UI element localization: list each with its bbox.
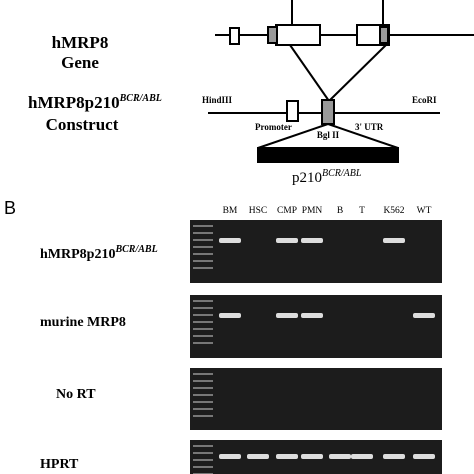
ladder-band: [193, 328, 213, 330]
lane-label: K562: [383, 206, 404, 216]
gene-diagram: [208, 0, 474, 163]
row-label: murine MRP8: [40, 315, 126, 330]
region-label: 3' UTR: [355, 122, 384, 132]
gel: [190, 368, 442, 430]
band: [301, 238, 323, 243]
row-label: hMRP8p210BCR/ABL: [40, 244, 158, 262]
gels: [190, 220, 442, 474]
ladder-band: [193, 342, 213, 344]
site-label: EcoRI: [412, 95, 437, 105]
panel-label: B: [4, 198, 16, 218]
ladder-band: [193, 260, 213, 262]
ladder-band: [193, 373, 213, 375]
row-label: No RT: [56, 387, 96, 402]
ladder-band: [193, 314, 213, 316]
band: [219, 454, 241, 459]
band: [219, 238, 241, 243]
ladder-band: [193, 225, 213, 227]
ladder-band: [193, 232, 213, 234]
gel: [190, 220, 442, 283]
ladder-band: [193, 408, 213, 410]
ladder-band: [193, 380, 213, 382]
site-label: Bgl II: [317, 130, 340, 140]
band: [383, 238, 405, 243]
construct-label: hMRP8p210BCR/ABL: [28, 93, 162, 112]
ladder-band: [193, 459, 213, 461]
construct-label: Construct: [46, 115, 119, 134]
ladder-band: [193, 401, 213, 403]
ladder-band: [193, 452, 213, 454]
gene-label: Gene: [61, 53, 99, 72]
band: [413, 454, 435, 459]
band: [329, 454, 351, 459]
band: [301, 313, 323, 318]
gel: [190, 295, 442, 358]
band: [413, 313, 435, 318]
site-label: HindIII: [202, 95, 233, 105]
band: [276, 238, 298, 243]
band: [276, 313, 298, 318]
lane-label: HSC: [249, 206, 267, 216]
row-label: HPRT: [40, 457, 79, 472]
lane-label: CMP: [277, 206, 297, 216]
ladder-band: [193, 335, 213, 337]
ladder-band: [193, 246, 213, 248]
ladder-band: [193, 445, 213, 447]
band: [219, 313, 241, 318]
lane-label: WT: [417, 206, 432, 216]
insert-label: p210BCR/ABL: [292, 168, 362, 186]
band: [276, 454, 298, 459]
ladder-band: [193, 300, 213, 302]
ladder-band: [193, 253, 213, 255]
band: [383, 454, 405, 459]
gene-label: hMRP8: [52, 33, 109, 52]
ladder-band: [193, 239, 213, 241]
lane-label: BM: [223, 206, 238, 216]
ladder-band: [193, 394, 213, 396]
region-label: Promoter: [255, 122, 292, 132]
ladder-band: [193, 267, 213, 269]
ladder-band: [193, 307, 213, 309]
band: [247, 454, 269, 459]
lane-label: B: [337, 206, 343, 216]
ladder-band: [193, 321, 213, 323]
band: [301, 454, 323, 459]
lane-label: PMN: [302, 206, 323, 216]
lane-label: T: [359, 206, 365, 216]
ladder-band: [193, 387, 213, 389]
ladder-band: [193, 415, 213, 417]
ladder-band: [193, 466, 213, 468]
band: [351, 454, 373, 459]
